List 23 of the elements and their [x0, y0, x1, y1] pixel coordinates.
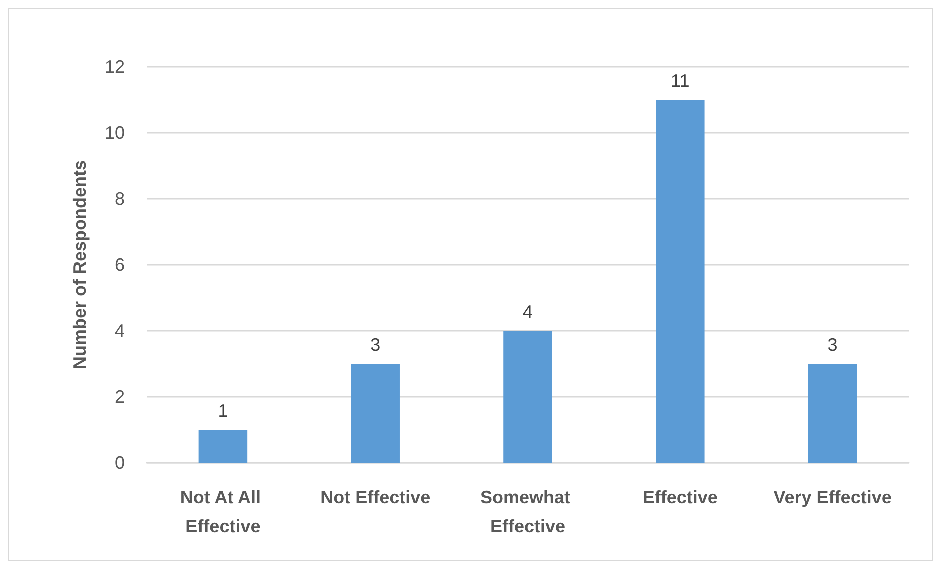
bar: [808, 364, 858, 463]
bar: [351, 364, 400, 463]
y-tick-label: 12: [104, 57, 125, 77]
bar: [198, 430, 248, 463]
data-label: 1: [218, 401, 228, 421]
y-tick-label: 0: [114, 453, 125, 473]
data-label: 3: [828, 335, 838, 355]
x-tick-label: Effective: [642, 488, 718, 508]
data-label: 3: [370, 335, 381, 355]
y-axis-title: Number of Respondents: [70, 160, 90, 370]
data-label: 4: [522, 302, 534, 322]
x-tick-label: Not Effective: [320, 488, 431, 508]
bar: [504, 331, 552, 463]
y-tick-label: 6: [114, 255, 125, 275]
x-tick-label: Somewhat Effective: [480, 488, 576, 536]
y-tick-label: 8: [114, 189, 125, 209]
x-tick-label: Very Effective: [774, 488, 892, 508]
y-tick-label: 2: [114, 387, 125, 407]
x-tick-label: Not At All Effective: [180, 488, 266, 536]
bar: [656, 100, 705, 463]
y-tick-label: 4: [114, 321, 125, 341]
data-label: 11: [671, 71, 690, 91]
y-tick-label: 10: [104, 123, 125, 143]
